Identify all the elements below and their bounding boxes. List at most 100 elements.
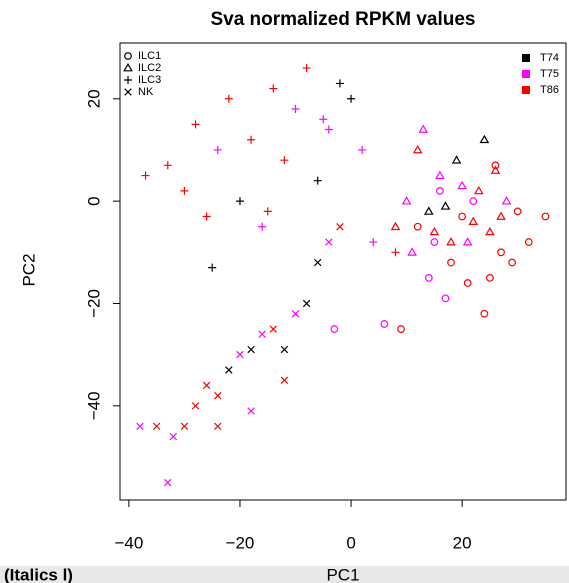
point	[358, 145, 367, 154]
point	[269, 325, 278, 333]
point	[291, 105, 300, 114]
point	[302, 64, 311, 73]
legend-swatch	[522, 54, 530, 62]
point	[430, 238, 439, 246]
point	[412, 144, 423, 154]
point	[336, 222, 344, 231]
point	[491, 161, 500, 170]
point	[208, 263, 217, 272]
point	[214, 422, 222, 431]
point	[247, 345, 255, 354]
point	[407, 247, 417, 256]
point	[441, 294, 450, 303]
point	[401, 196, 412, 205]
y-tick-label: −40	[84, 391, 103, 420]
point	[397, 325, 405, 333]
point	[247, 135, 256, 144]
point	[214, 391, 222, 400]
legend-label: ILC1	[138, 50, 161, 62]
point	[413, 222, 422, 231]
point	[429, 226, 440, 236]
y-tick-label: 20	[84, 89, 103, 108]
x-tick-label: −40	[114, 533, 143, 552]
point	[496, 211, 506, 220]
point	[269, 84, 278, 93]
point	[390, 221, 401, 231]
point	[447, 258, 455, 267]
point	[169, 432, 178, 441]
point	[391, 248, 400, 257]
footer-bar	[0, 566, 569, 583]
point	[513, 207, 522, 216]
point	[236, 350, 244, 359]
point	[335, 79, 344, 88]
legend-label: NK	[138, 86, 154, 98]
point	[164, 478, 172, 487]
point	[347, 94, 356, 103]
plot-frame	[119, 42, 567, 501]
legend-marker	[124, 52, 132, 60]
point	[258, 222, 267, 231]
point	[136, 422, 144, 431]
point	[324, 125, 333, 134]
point	[280, 376, 289, 384]
point	[180, 422, 189, 431]
footer-text: (Italics l)	[4, 565, 73, 583]
point	[291, 309, 300, 318]
point	[314, 258, 322, 267]
point	[501, 196, 512, 205]
x-axis-label: PC1	[326, 565, 359, 583]
point	[191, 402, 200, 410]
point	[457, 180, 467, 190]
legend-label: T74	[540, 52, 559, 64]
point	[141, 171, 150, 180]
legend-swatch	[522, 86, 530, 94]
point	[463, 279, 472, 287]
point	[485, 226, 495, 236]
chart-title: Sva normalized RPKM values	[210, 9, 475, 30]
point	[380, 320, 389, 328]
point	[225, 366, 233, 374]
point	[280, 345, 289, 354]
point	[224, 94, 233, 103]
point	[541, 212, 550, 221]
point	[247, 407, 255, 415]
x-tick-label: 20	[453, 533, 472, 552]
point	[313, 176, 322, 185]
point	[480, 309, 489, 318]
point	[440, 201, 451, 210]
point	[479, 134, 490, 144]
point	[462, 237, 473, 246]
point	[191, 120, 200, 129]
x-tick-label: −20	[226, 533, 255, 552]
point	[202, 212, 211, 221]
point	[280, 156, 289, 165]
legend-label: T86	[540, 84, 559, 96]
point	[473, 185, 484, 195]
point	[180, 186, 189, 195]
point	[263, 207, 272, 216]
point	[330, 325, 339, 333]
point	[497, 248, 505, 257]
legend-label: ILC2	[138, 62, 161, 74]
point	[202, 381, 211, 390]
legend-marker	[123, 62, 133, 72]
point	[423, 206, 434, 215]
y-tick-label: −20	[84, 289, 103, 318]
y-tick-label: 0	[84, 196, 103, 205]
x-tick-label: 0	[346, 533, 355, 552]
point	[302, 299, 311, 308]
point	[490, 165, 501, 174]
point	[369, 238, 378, 247]
legend-swatch	[522, 70, 530, 78]
point	[213, 145, 222, 154]
point	[325, 238, 333, 246]
point	[458, 212, 467, 221]
point	[163, 161, 172, 170]
point	[258, 330, 266, 338]
point	[486, 273, 494, 282]
point	[418, 124, 429, 133]
point	[446, 237, 456, 246]
legend-label: T75	[540, 68, 559, 80]
point	[524, 238, 533, 246]
